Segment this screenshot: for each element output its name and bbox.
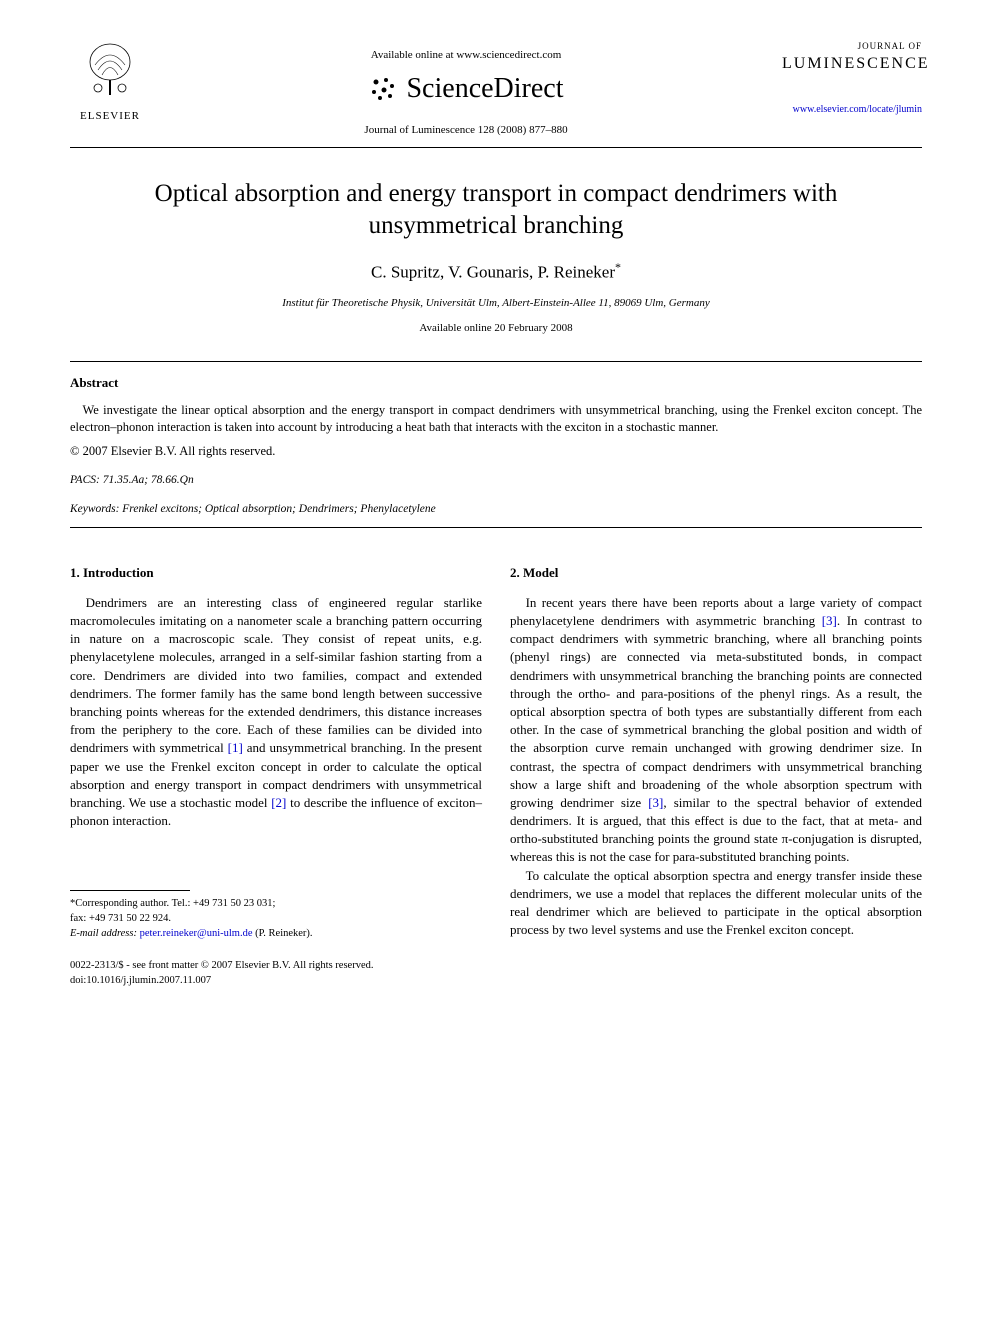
footnote-fax: fax: +49 731 50 22 924. bbox=[70, 912, 482, 927]
issn-line: 0022-2313/$ - see front matter © 2007 El… bbox=[70, 959, 922, 974]
abstract-bottom-divider bbox=[70, 527, 922, 528]
keywords-line: Keywords: Frenkel excitons; Optical abso… bbox=[70, 501, 922, 517]
section-2-heading: 2. Model bbox=[510, 564, 922, 582]
journal-reference: Journal of Luminescence 128 (2008) 877–8… bbox=[150, 123, 782, 138]
abstract-copyright: © 2007 Elsevier B.V. All rights reserved… bbox=[70, 443, 922, 461]
publication-date: Available online 20 February 2008 bbox=[70, 321, 922, 336]
email-author-name: (P. Reineker). bbox=[255, 928, 312, 939]
citation-link-2[interactable]: [2] bbox=[271, 795, 286, 810]
footnote-divider bbox=[70, 890, 190, 891]
footer-block: 0022-2313/$ - see front matter © 2007 El… bbox=[70, 959, 922, 988]
header-center: Available online at www.sciencedirect.co… bbox=[150, 40, 782, 139]
journal-logo-block: JOURNAL OF LUMINESCENCE www.elsevier.com… bbox=[782, 40, 922, 117]
header-divider bbox=[70, 147, 922, 148]
authors-line: C. Supritz, V. Gounaris, P. Reineker* bbox=[70, 259, 922, 284]
keywords-label: Keywords: bbox=[70, 503, 119, 515]
model-paragraph-1: In recent years there have been reports … bbox=[510, 594, 922, 867]
pacs-codes: 71.35.Aa; 78.66.Qn bbox=[103, 474, 194, 486]
doi-line: doi:10.1016/j.jlumin.2007.11.007 bbox=[70, 974, 922, 989]
abstract-heading: Abstract bbox=[70, 374, 922, 392]
corresponding-star: * bbox=[615, 260, 621, 274]
email-link[interactable]: peter.reineker@uni-ulm.de bbox=[140, 928, 253, 939]
abstract-text: We investigate the linear optical absorp… bbox=[70, 402, 922, 437]
body-columns: 1. Introduction Dendrimers are an intere… bbox=[70, 564, 922, 942]
affiliation: Institut für Theoretische Physik, Univer… bbox=[70, 296, 922, 311]
intro-paragraph: Dendrimers are an interesting class of e… bbox=[70, 594, 482, 830]
citation-link-1[interactable]: [1] bbox=[228, 740, 243, 755]
footnote-email-line: E-mail address: peter.reineker@uni-ulm.d… bbox=[70, 927, 482, 942]
sciencedirect-icon bbox=[368, 74, 398, 104]
article-title: Optical absorption and energy transport … bbox=[90, 178, 902, 243]
journal-name: LUMINESCENCE bbox=[782, 53, 922, 75]
authors-names: C. Supritz, V. Gounaris, P. Reineker bbox=[371, 262, 615, 281]
platform-name: ScienceDirect bbox=[406, 69, 563, 108]
abstract-top-divider bbox=[70, 361, 922, 362]
publisher-name: ELSEVIER bbox=[70, 109, 150, 124]
pacs-line: PACS: 71.35.Aa; 78.66.Qn bbox=[70, 472, 922, 488]
elsevier-tree-icon bbox=[80, 40, 140, 100]
section-1-heading: 1. Introduction bbox=[70, 564, 482, 582]
publisher-logo: ELSEVIER bbox=[70, 40, 150, 125]
right-column: 2. Model In recent years there have been… bbox=[510, 564, 922, 942]
corresponding-author-footnote: *Corresponding author. Tel.: +49 731 50 … bbox=[70, 897, 482, 941]
platform-brand: ScienceDirect bbox=[368, 69, 563, 108]
keywords-text: Frenkel excitons; Optical absorption; De… bbox=[122, 503, 436, 515]
left-column: 1. Introduction Dendrimers are an intere… bbox=[70, 564, 482, 942]
journal-url-link[interactable]: www.elsevier.com/locate/jlumin bbox=[782, 103, 922, 117]
pacs-label: PACS: bbox=[70, 474, 100, 486]
citation-link-3a[interactable]: [3] bbox=[822, 613, 837, 628]
page-header: ELSEVIER Available online at www.science… bbox=[70, 40, 922, 139]
email-label: E-mail address: bbox=[70, 928, 137, 939]
available-online-text: Available online at www.sciencedirect.co… bbox=[150, 48, 782, 63]
journal-label-small: JOURNAL OF bbox=[782, 40, 922, 53]
footnote-tel: *Corresponding author. Tel.: +49 731 50 … bbox=[70, 897, 482, 912]
model-paragraph-2: To calculate the optical absorption spec… bbox=[510, 867, 922, 940]
citation-link-3b[interactable]: [3] bbox=[648, 795, 663, 810]
